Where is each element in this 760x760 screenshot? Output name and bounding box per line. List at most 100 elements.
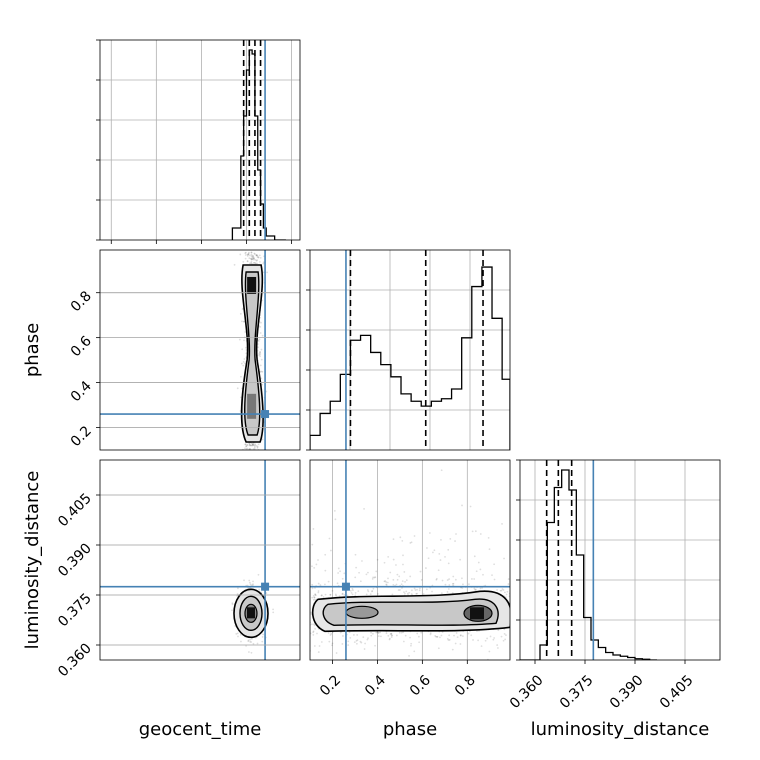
- sample-point: [245, 448, 248, 450]
- sample-point: [250, 442, 253, 445]
- sample-point: [385, 584, 388, 586]
- sample-point: [312, 528, 315, 530]
- sample-point: [351, 587, 354, 590]
- sample-point: [390, 632, 393, 635]
- sample-point: [404, 592, 406, 595]
- sample-point: [252, 262, 255, 264]
- sample-point: [249, 640, 252, 643]
- sample-point: [451, 592, 454, 594]
- sample-point: [353, 641, 356, 644]
- sample-point: [259, 353, 262, 355]
- sample-point: [414, 589, 417, 591]
- sample-point: [250, 641, 253, 643]
- sample-point: [248, 444, 251, 447]
- sample-point: [491, 574, 493, 577]
- sample-point: [425, 588, 428, 591]
- sample-point: [231, 609, 233, 612]
- sample-point: [453, 634, 455, 637]
- sample-point: [502, 639, 505, 642]
- sample-point: [324, 593, 327, 596]
- truth-marker: [261, 582, 270, 591]
- sample-point: [324, 569, 327, 572]
- sample-point: [435, 578, 438, 581]
- sample-point: [432, 551, 434, 554]
- sample-point: [482, 573, 484, 576]
- x-tick-label: 0.405: [657, 672, 697, 712]
- sample-point: [253, 444, 255, 446]
- sample-point: [396, 573, 399, 576]
- sample-point: [499, 589, 502, 592]
- sample-point: [367, 637, 369, 640]
- sample-point: [251, 443, 254, 446]
- sample-point: [341, 593, 344, 596]
- sample-point: [486, 637, 489, 640]
- sample-point: [433, 549, 436, 552]
- sample-point: [420, 579, 423, 581]
- sample-point: [471, 578, 473, 580]
- sample-point: [341, 643, 344, 645]
- sample-point: [256, 259, 258, 262]
- sample-point: [266, 271, 269, 274]
- y-tick-label: 0.375: [55, 591, 95, 631]
- sample-point: [507, 578, 510, 580]
- sample-point: [260, 358, 263, 361]
- sample-point: [387, 555, 390, 558]
- sample-point: [319, 584, 322, 586]
- sample-point: [398, 575, 401, 578]
- sample-point: [272, 608, 274, 611]
- sample-point: [239, 634, 242, 636]
- sample-point: [390, 632, 393, 635]
- sample-point: [459, 643, 462, 645]
- sample-point: [251, 258, 253, 261]
- sample-point: [404, 580, 406, 583]
- sample-point: [252, 444, 254, 446]
- sample-point: [383, 580, 386, 583]
- sample-point: [242, 260, 245, 263]
- sample-point: [493, 563, 496, 566]
- sample-point: [435, 577, 438, 580]
- sample-point: [252, 580, 254, 583]
- sample-point: [448, 634, 451, 637]
- sample-point: [452, 575, 455, 578]
- sample-point: [265, 592, 268, 594]
- sample-point: [341, 577, 344, 580]
- sample-point: [262, 262, 265, 265]
- sample-point: [398, 631, 401, 634]
- sample-point: [331, 644, 333, 647]
- sample-point: [252, 258, 255, 261]
- sample-point: [454, 642, 457, 645]
- sample-point: [255, 445, 258, 447]
- sample-point: [246, 447, 249, 450]
- sample-point: [371, 590, 374, 592]
- sample-point: [404, 634, 407, 637]
- sample-point: [402, 554, 404, 557]
- sample-point: [255, 254, 258, 257]
- sample-point: [427, 557, 430, 560]
- sample-point: [265, 390, 268, 393]
- sample-point: [243, 339, 245, 342]
- sample-point: [505, 634, 507, 637]
- sample-point: [409, 636, 411, 639]
- sample-point: [329, 549, 332, 552]
- sample-point: [410, 644, 412, 647]
- sample-point: [257, 256, 260, 259]
- sample-point: [330, 632, 333, 635]
- sample-point: [256, 255, 259, 258]
- sample-point: [248, 257, 251, 260]
- sample-point: [474, 588, 476, 591]
- sample-point: [480, 645, 483, 648]
- sample-point: [473, 587, 476, 590]
- sample-point: [257, 573, 260, 576]
- sample-point: [451, 648, 454, 651]
- sample-point: [385, 581, 388, 584]
- sample-point: [246, 260, 249, 262]
- sample-point: [395, 634, 398, 637]
- sample-point: [461, 577, 463, 580]
- sample-point: [327, 632, 330, 634]
- sample-point: [440, 592, 443, 595]
- sample-point: [317, 590, 320, 592]
- sample-point: [426, 547, 428, 549]
- sample-point: [390, 634, 393, 637]
- sample-point: [246, 253, 249, 256]
- sample-point: [248, 251, 250, 254]
